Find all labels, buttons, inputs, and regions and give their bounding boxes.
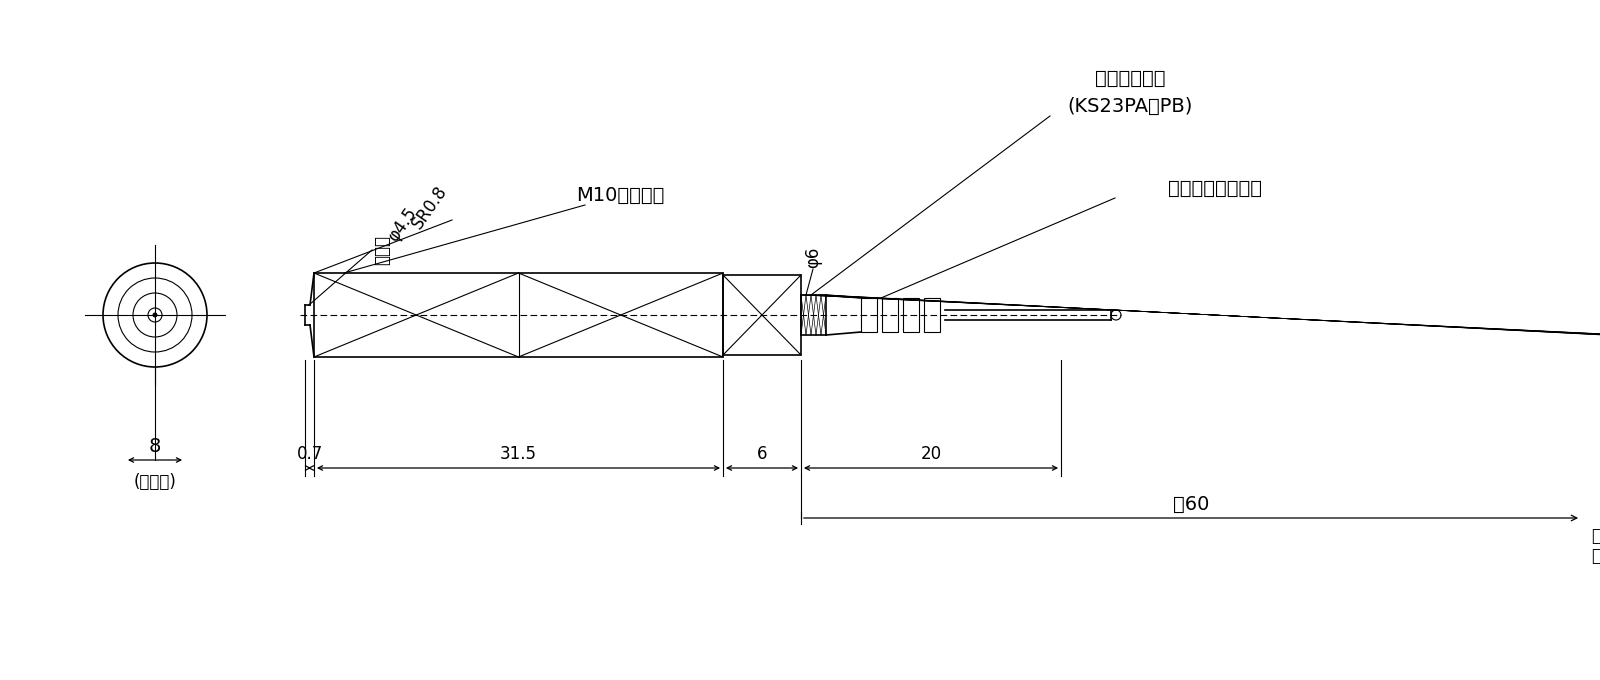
Text: 平面部: 平面部 <box>373 235 390 265</box>
Text: 20: 20 <box>920 445 941 463</box>
Text: 要するスペース: 要するスペース <box>1590 547 1600 565</box>
Bar <box>882 298 898 332</box>
Text: カートリッジ取外しに: カートリッジ取外しに <box>1590 527 1600 545</box>
Circle shape <box>152 313 157 318</box>
Text: 8: 8 <box>149 437 162 456</box>
Text: コードプロテクタ: コードプロテクタ <box>1168 178 1262 197</box>
Text: SR0.8: SR0.8 <box>408 182 451 232</box>
Text: φ4.5: φ4.5 <box>384 205 421 245</box>
Bar <box>861 298 877 332</box>
Bar <box>314 273 723 357</box>
Bar <box>902 298 918 332</box>
Text: (KS23PA／PB): (KS23PA／PB) <box>1067 97 1192 116</box>
Text: 31.5: 31.5 <box>499 445 538 463</box>
Text: 6: 6 <box>757 445 768 463</box>
Bar <box>723 275 802 355</box>
Text: M10（並目）: M10（並目） <box>576 186 664 205</box>
Bar <box>925 298 941 332</box>
Text: 終60: 終60 <box>1173 494 1210 513</box>
Text: φ6: φ6 <box>805 246 822 268</box>
Text: 0.7: 0.7 <box>296 445 323 463</box>
Text: カートリッジ: カートリッジ <box>1094 69 1165 88</box>
Text: (二面巻): (二面巻) <box>133 473 176 491</box>
